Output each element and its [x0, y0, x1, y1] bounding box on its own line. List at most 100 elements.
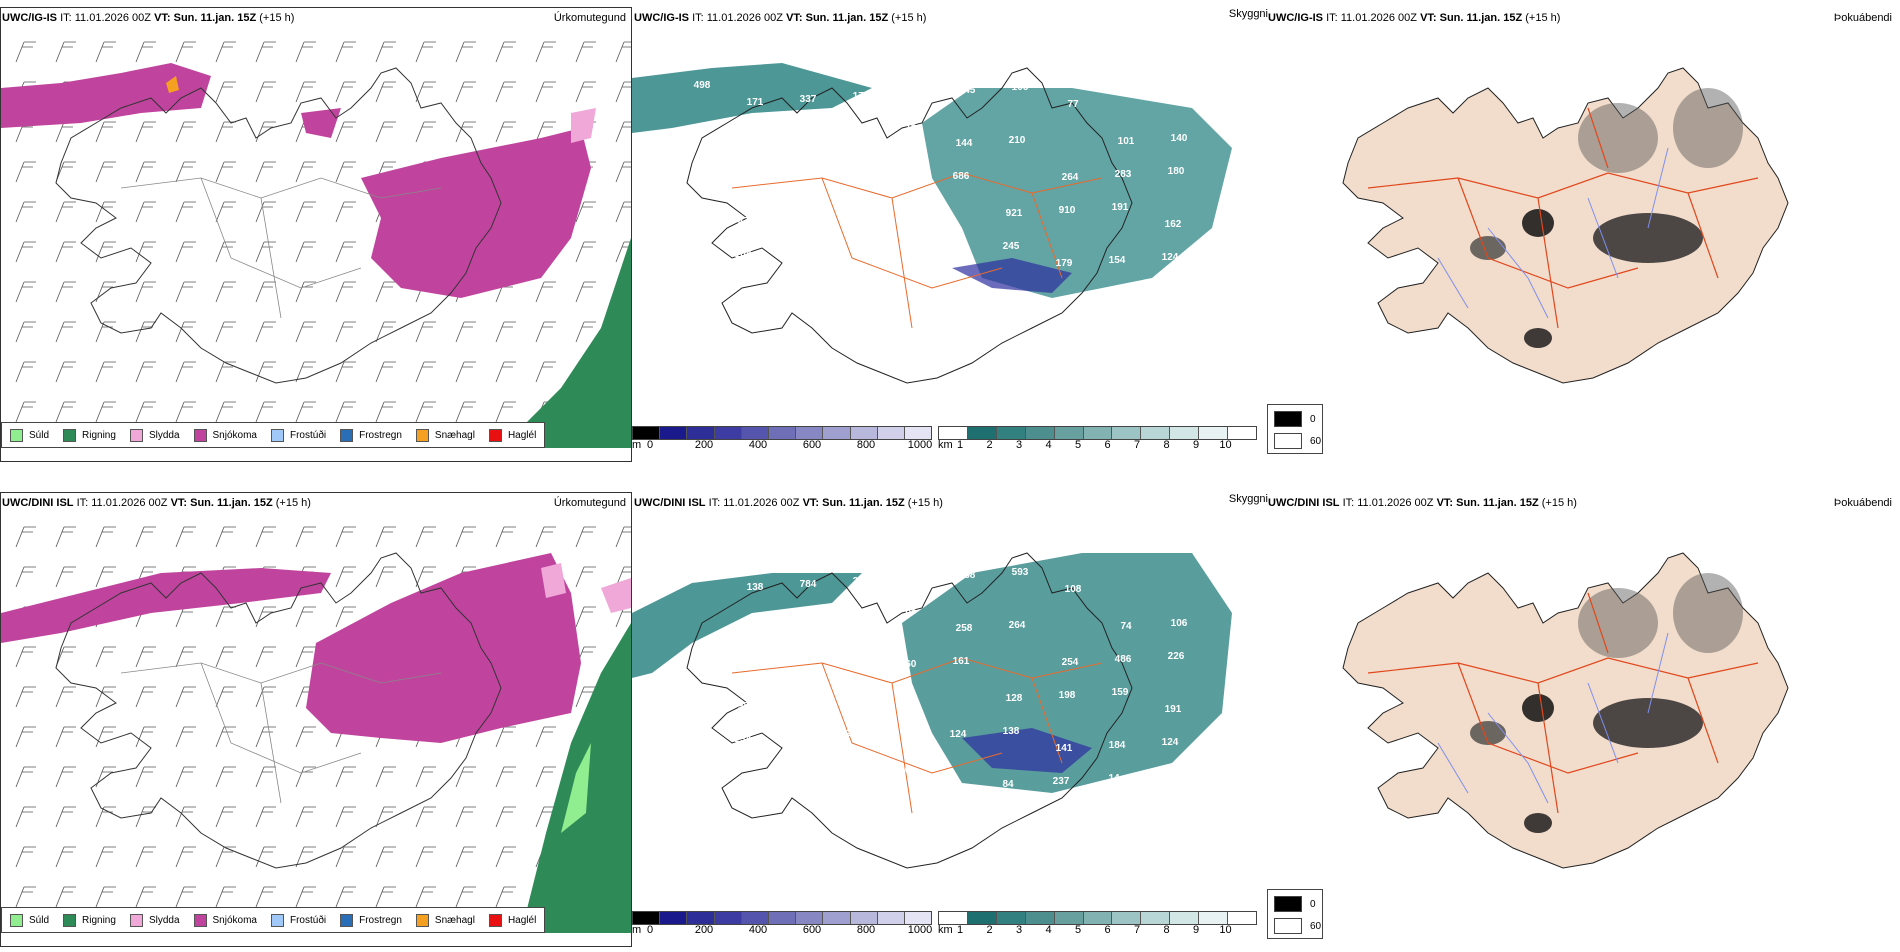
visibility-value-label: 206	[897, 207, 914, 218]
visibility-value-label: 746	[897, 692, 914, 703]
fog-legend-swatch	[1274, 896, 1302, 912]
visibility-value-label: 921	[1006, 208, 1023, 219]
visibility-value-label: 79	[746, 130, 758, 141]
wind-barb	[175, 41, 196, 63]
visibility-value-label: 258	[956, 623, 973, 634]
visibility-value-label: 124	[1162, 737, 1179, 748]
wind-barb	[415, 361, 436, 383]
fog-map	[1342, 67, 1789, 384]
wind-barb	[335, 806, 356, 828]
visibility-value-label: 141	[1056, 743, 1073, 754]
ceiling-unit: m	[632, 924, 642, 936]
wind-barb	[215, 806, 236, 828]
wind-barb	[95, 361, 116, 383]
colorbar-cell	[939, 912, 968, 924]
fog-map-group	[1342, 552, 1789, 869]
wind-barb	[135, 41, 156, 63]
visibility-value-label: 981	[738, 701, 755, 712]
wind-barb	[55, 566, 76, 588]
visibility-value-label: 212	[794, 160, 811, 171]
colorbar-cell	[1228, 912, 1256, 924]
wind-barb	[495, 766, 516, 788]
wind-barb	[255, 361, 276, 383]
vt-label: VT:	[170, 497, 188, 509]
wind-barb	[495, 526, 516, 548]
visibility-panel: UWC/IG-IS IT: 11.01.2026 00Z VT: Sun. 11…	[632, 0, 1323, 462]
colorbar-tick: 8	[1163, 924, 1170, 936]
visibility-value-label: 191	[1165, 704, 1182, 715]
legend-swatch	[270, 913, 284, 927]
wind-barb	[455, 886, 476, 908]
low-ceiling-area	[952, 258, 1072, 293]
wind-barb	[375, 806, 396, 828]
legend-item: Frostregn	[340, 913, 402, 927]
wind-barb	[215, 281, 236, 303]
forecast-row: UWC/IG-IS IT: 11.01.2026 00Z VT: Sun. 11…	[0, 0, 1900, 467]
legend-item: Snjókoma	[193, 913, 257, 927]
it-value: 11.01.2026 00Z	[1357, 497, 1434, 509]
fog-legend-label: 0	[1310, 898, 1316, 910]
panel-header: UWC/IG-IS IT: 11.01.2026 00Z VT: Sun. 11…	[1268, 12, 1560, 24]
colorbar-cell	[850, 427, 878, 439]
panel-header: UWC/IG-IS IT: 11.01.2026 00Z VT: Sun. 11…	[2, 12, 294, 24]
colorbar-tick: 400	[748, 439, 768, 451]
colorbar-tick: 1000	[907, 439, 933, 451]
wind-barb	[55, 886, 76, 908]
visibility-map: 498 171 337 170 281 745 106 77 101 140 79 103 96 16 14…	[632, 63, 1232, 384]
wind-barb	[335, 566, 356, 588]
vt-value: Sun. 11.jan. 15Z	[173, 12, 257, 24]
wind-barb	[575, 686, 596, 708]
legend-label: Frostúði	[289, 429, 327, 441]
fog-legend-item: 0	[1274, 411, 1316, 427]
drizzle-area	[561, 743, 591, 833]
wind-barb	[95, 121, 116, 143]
legend-label: Snæhagl	[434, 429, 475, 441]
wind-barb	[15, 41, 36, 63]
legend-item: Slydda	[129, 913, 180, 927]
visibility-value-label: 184	[1109, 740, 1126, 751]
wind-barb	[175, 726, 196, 748]
wind-barb	[295, 41, 316, 63]
vt-label: VT:	[154, 12, 171, 24]
visibility-value-label: 171	[950, 244, 967, 255]
wind-barb	[455, 361, 476, 383]
wind-barb	[15, 401, 36, 423]
colorbar-cell	[714, 427, 742, 439]
wind-barb	[135, 886, 156, 908]
legend-label: Rigning	[82, 429, 116, 441]
colorbar-tick: 3	[1015, 439, 1023, 451]
legend-label: Súld	[29, 429, 50, 441]
it-value: 11.01.2026 00Z	[706, 12, 783, 24]
colorbar-tick: 0	[646, 924, 654, 936]
fog-area	[1673, 88, 1743, 168]
it-label: IT:	[60, 12, 72, 24]
visibility-value-label: 103	[797, 127, 814, 138]
wind-barb	[55, 766, 76, 788]
visibility-value-label: 126	[847, 177, 864, 188]
wind-barb	[455, 846, 476, 868]
legend-item: Rigning	[63, 913, 116, 927]
colorbar-cell	[796, 912, 824, 924]
it-value: 11.01.2026 00Z	[74, 12, 151, 24]
wind-barb	[215, 886, 236, 908]
visibility-value-label: 106	[1012, 82, 1029, 93]
it-value: 11.01.2026 00Z	[723, 497, 800, 509]
fog-area	[1578, 103, 1658, 173]
wind-barb	[495, 81, 516, 103]
fog-legend-swatch	[1274, 433, 1302, 449]
visibility-value-label: 305	[788, 731, 805, 742]
fog-area	[1524, 813, 1552, 833]
visibility-value-label: 74	[1120, 621, 1132, 632]
legend-swatch	[340, 913, 354, 927]
wind-barb	[215, 201, 236, 223]
wind-barb	[95, 41, 116, 63]
wind-barb	[135, 201, 156, 223]
wind-barb	[295, 401, 316, 423]
colorbar-cell	[1170, 427, 1200, 439]
coastline	[686, 552, 1133, 869]
low-visibility-area	[902, 553, 1232, 793]
wind-barb	[95, 566, 116, 588]
forecast-row: UWC/DINI ISL IT: 11.01.2026 00Z VT: Sun.…	[0, 477, 1900, 952]
wind-barb	[335, 241, 356, 263]
visibility-map: 949 138 784 353 643 358 593 108 74 106 96 130 299 85 2…	[632, 552, 1232, 869]
